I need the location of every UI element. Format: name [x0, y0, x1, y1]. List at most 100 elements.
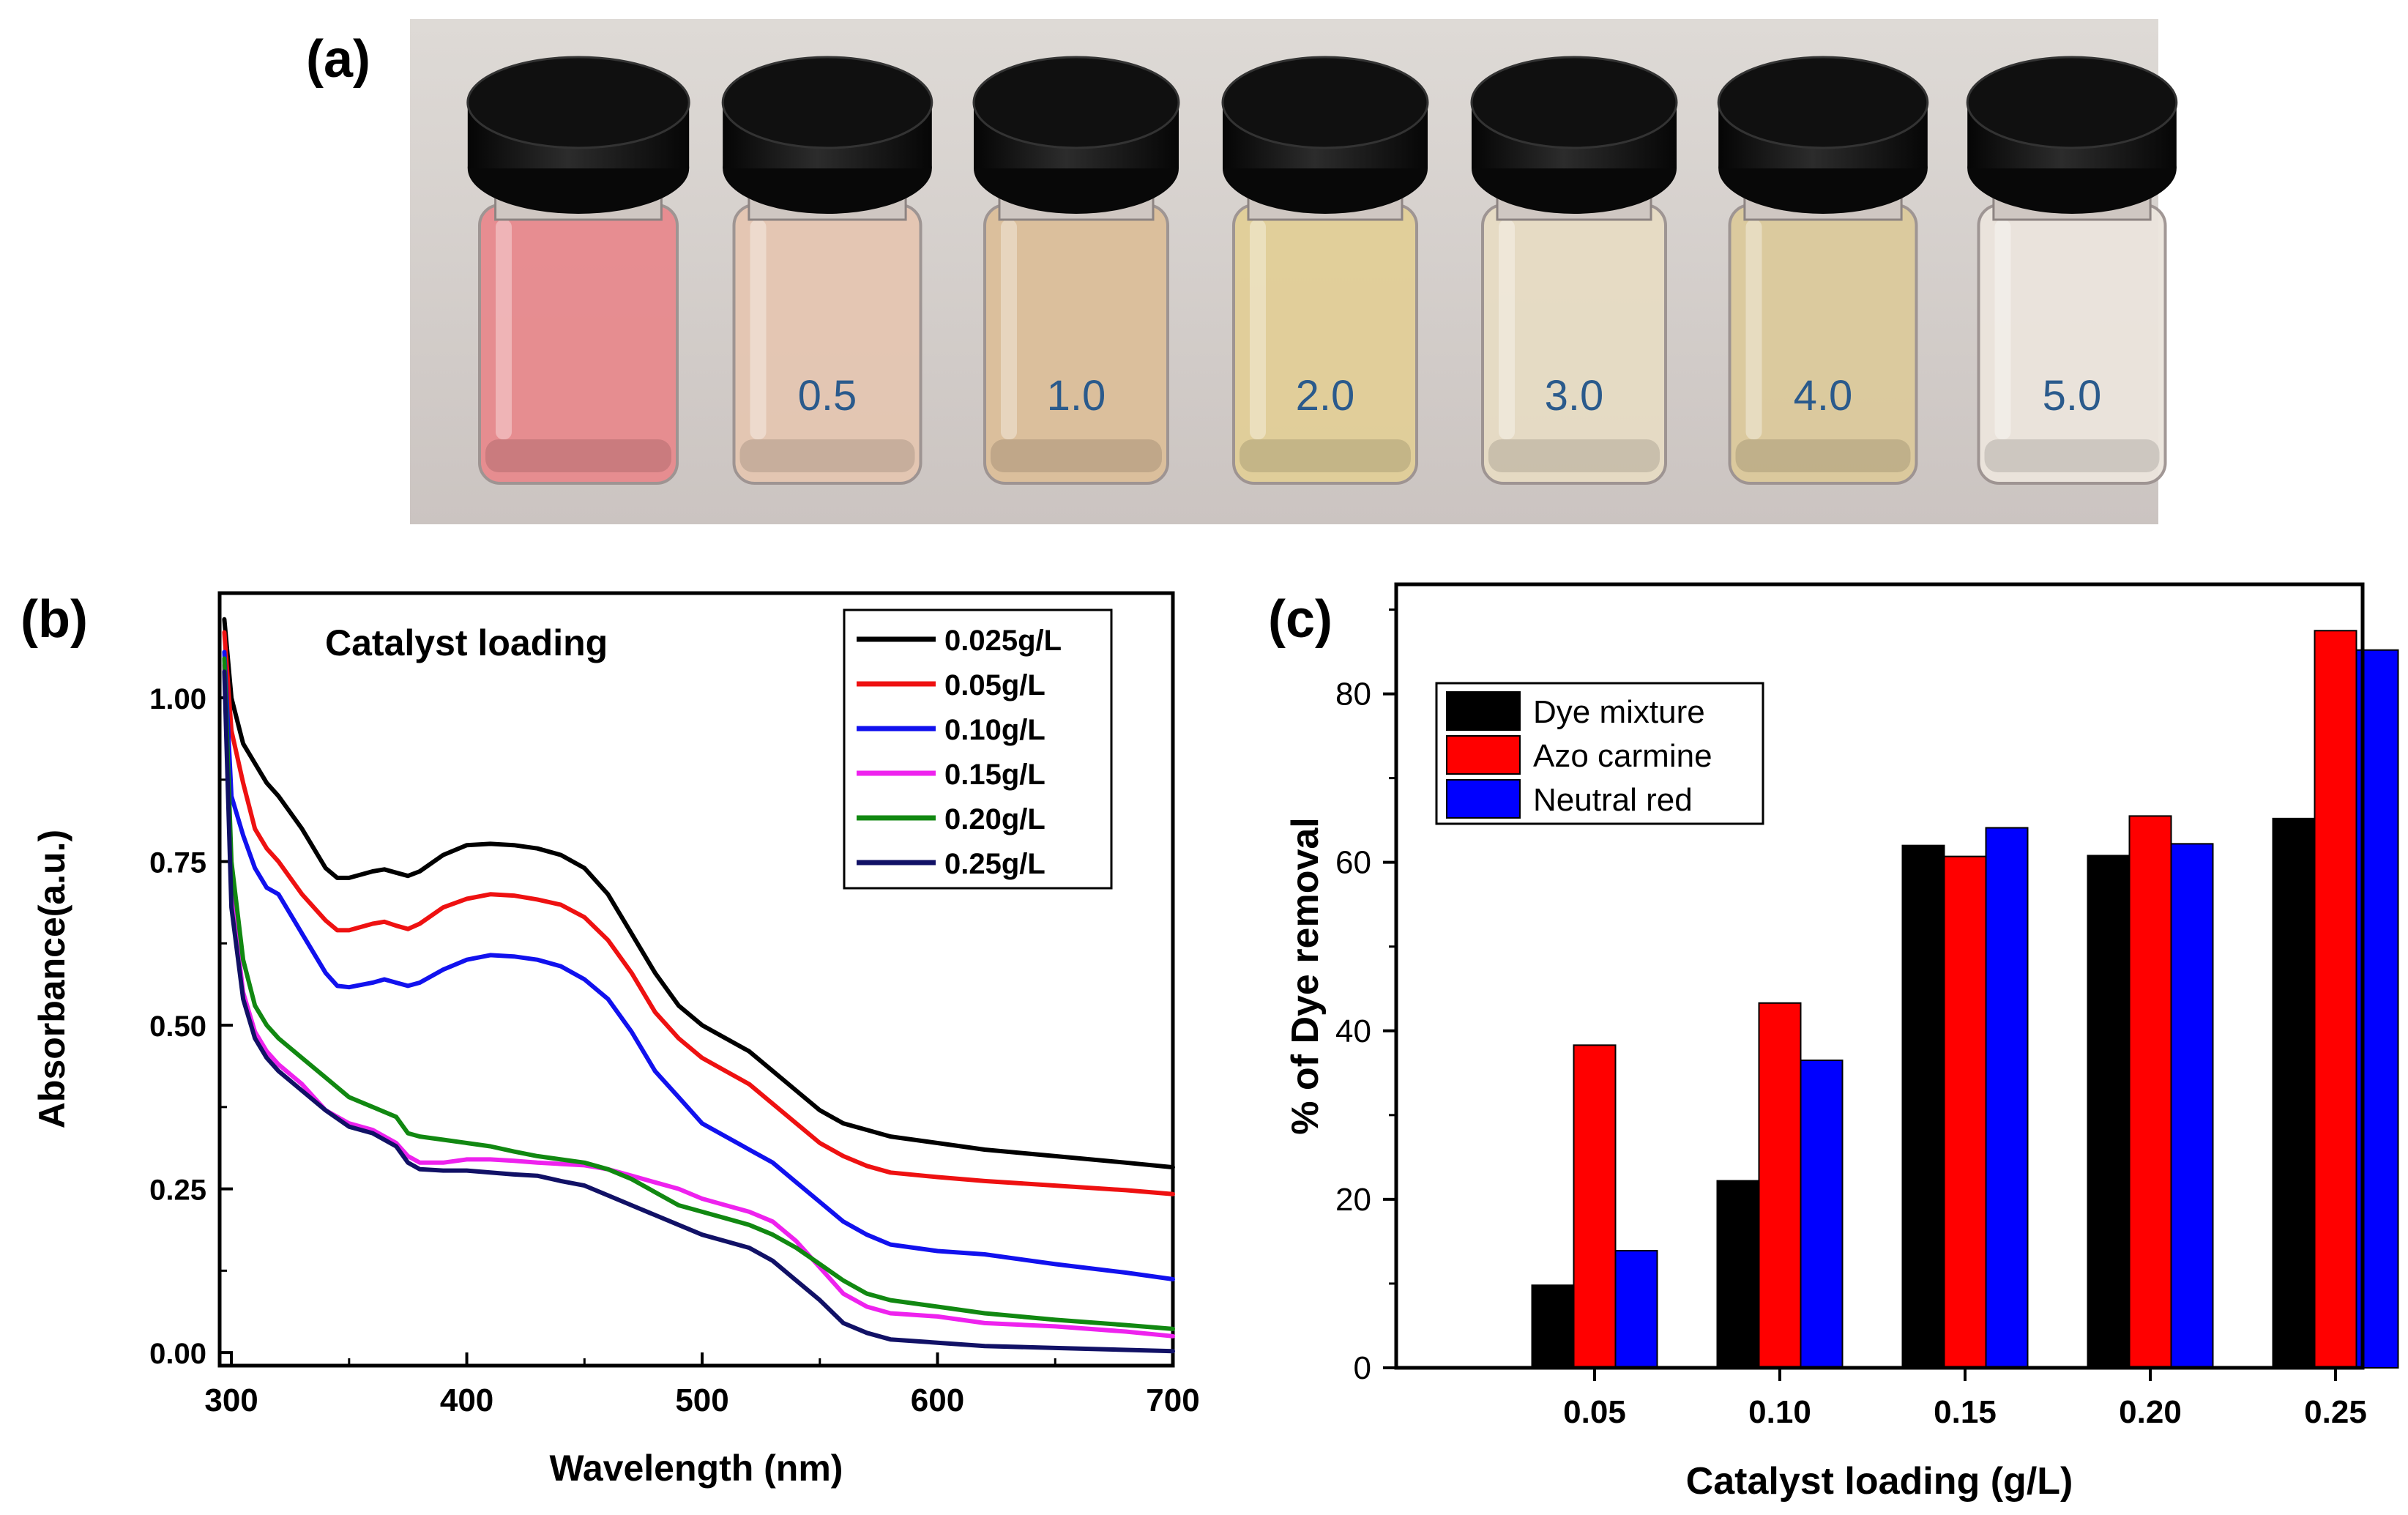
vial: 0.5: [721, 56, 933, 485]
vial-label: 2.0: [1296, 372, 1355, 420]
vial-highlight: [1745, 220, 1762, 439]
series-line: [222, 630, 1175, 1196]
vial-bottom-shadow: [485, 439, 671, 472]
x-tick-label: 600: [911, 1382, 964, 1418]
legend-label: 0.25g/L: [944, 848, 1045, 880]
bar: [2170, 843, 2214, 1369]
legend-label: 0.20g/L: [944, 803, 1045, 835]
y-tick-label: 0.75: [149, 847, 206, 879]
dye-removal-y-axis-label: % of Dye removal: [1284, 817, 1327, 1135]
absorbance-series: [222, 617, 1175, 1354]
legend-swatch: [1446, 735, 1521, 775]
dye-removal-legend: Dye mixture Azo carmine Neutral red: [1435, 682, 1764, 825]
vial-highlight: [1001, 220, 1017, 439]
legend-swatch: [1446, 779, 1521, 819]
panel-label-c: (c): [1268, 590, 1332, 649]
vial: 3.0: [1470, 56, 1678, 485]
y-tick-label: 0: [1354, 1350, 1371, 1386]
legend-label: Azo carmine: [1533, 738, 1712, 774]
vial-cap-lid: [1717, 56, 1929, 149]
x-tick-label: 0.20: [2119, 1394, 2182, 1430]
bar: [1800, 1060, 1844, 1369]
absorbance-x-axis-label: Wavelength (nm): [550, 1448, 843, 1489]
bar: [2272, 817, 2316, 1369]
legend-label: 0.025g/L: [944, 625, 1062, 657]
vial-cap-lid: [1221, 56, 1429, 149]
vial-bottom-shadow: [1984, 439, 2160, 472]
vial-highlight: [1250, 220, 1266, 439]
vials-photo: 0.5 1.0 2.0 3.0 4.0 5.0: [410, 19, 2178, 524]
y-tick-label: 60: [1335, 845, 1371, 881]
vial-bottom-shadow: [1240, 439, 1411, 472]
series-line: [222, 649, 1175, 1281]
vial-label: 1.0: [1047, 372, 1106, 420]
panel-label-a: (a): [306, 30, 370, 89]
x-tick-label: 300: [204, 1382, 258, 1418]
vial-highlight: [1994, 220, 2011, 439]
vial: 5.0: [1966, 56, 2178, 485]
vial-bottom-shadow: [1488, 439, 1660, 472]
vial: 1.0: [972, 56, 1180, 485]
bar: [1943, 855, 1987, 1369]
vial-cap-lid: [1966, 56, 2178, 149]
legend-label: 0.05g/L: [944, 669, 1045, 701]
y-tick-label: 20: [1335, 1182, 1371, 1218]
x-tick-label: 700: [1146, 1382, 1199, 1418]
bar: [1573, 1044, 1617, 1369]
y-tick-label: 80: [1335, 677, 1371, 712]
vial: [466, 56, 690, 485]
bar: [1716, 1180, 1760, 1369]
vial-cap-lid: [1470, 56, 1678, 149]
vial: 2.0: [1221, 56, 1429, 485]
bar: [1901, 844, 1945, 1369]
vial-label: 3.0: [1545, 372, 1604, 420]
y-tick-label: 0.25: [149, 1175, 206, 1207]
absorbance-chart: 300 400 500 600 700 0.00 0.25 0.50 0.75 1.00 Cata…: [31, 591, 1200, 1489]
y-tick-label: 0.00: [149, 1338, 206, 1370]
y-tick-label: 1.00: [149, 683, 206, 715]
absorbance-legend: 0.025g/L 0.05g/L 0.10g/L 0.15g/L 0.20g/L 0.25…: [843, 608, 1113, 890]
dye-removal-chart: 0.05 0.10 0.15 0.20 0.25 0 20 40 60 80 Catalyst l…: [1284, 582, 2399, 1503]
panel-label-b: (b): [20, 590, 88, 649]
x-tick-label: 0.10: [1748, 1394, 1811, 1430]
vial-bottom-shadow: [991, 439, 1162, 472]
bar: [1758, 1002, 1802, 1369]
x-tick-label: 0.25: [2304, 1394, 2367, 1430]
vial-label: 0.5: [798, 372, 857, 420]
vial-highlight: [750, 220, 767, 439]
vial-bottom-shadow: [739, 439, 915, 472]
dye-removal-legend-entries: Dye mixture Azo carmine Neutral red: [1446, 691, 1712, 819]
legend-label: Dye mixture: [1533, 694, 1705, 730]
y-tick-label: 0.50: [149, 1010, 206, 1043]
y-tick-label: 40: [1335, 1013, 1371, 1049]
vial-cap-lid: [721, 56, 933, 149]
series-line: [222, 617, 1175, 1170]
absorbance-plot-frame: [217, 591, 1175, 1368]
vial-bottom-shadow: [1735, 439, 1911, 472]
x-tick-label: 400: [440, 1382, 493, 1418]
bar: [1985, 827, 2029, 1369]
x-tick-label: 500: [675, 1382, 728, 1418]
x-tick-label: 0.15: [1934, 1394, 1997, 1430]
absorbance-legend-entries: 0.025g/L 0.05g/L 0.10g/L 0.15g/L 0.20g/L 0.25…: [857, 625, 1062, 880]
absorbance-axes: 300 400 500 600 700 0.00 0.25 0.50 0.75 1.00: [149, 683, 1200, 1418]
vial-label: 4.0: [1794, 372, 1853, 420]
legend-label: 0.10g/L: [944, 714, 1045, 746]
absorbance-legend-box: [843, 608, 1113, 890]
vial-highlight: [1499, 220, 1515, 439]
legend-swatch: [1446, 691, 1521, 731]
series-line: [222, 669, 1175, 1354]
series-line: [222, 656, 1175, 1331]
vial-cap-lid: [466, 56, 690, 149]
vial-highlight: [496, 220, 512, 439]
legend-label: Neutral red: [1533, 782, 1693, 818]
legend-label: 0.15g/L: [944, 759, 1045, 791]
vial-label: 5.0: [2043, 372, 2102, 420]
absorbance-chart-title: Catalyst loading: [325, 622, 608, 663]
vial-cap-lid: [972, 56, 1180, 149]
dye-removal-plot-frame: [1394, 582, 2365, 1370]
absorbance-y-axis-label: Absorbance(a.u.): [31, 830, 72, 1128]
bar: [2128, 815, 2172, 1369]
bar: [2314, 630, 2357, 1369]
